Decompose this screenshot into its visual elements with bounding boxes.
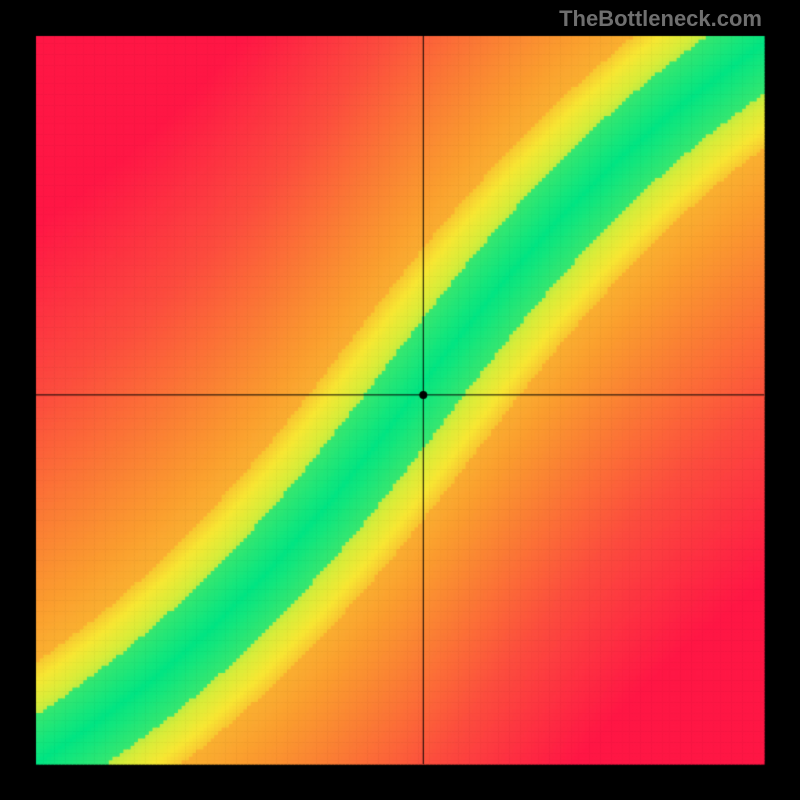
chart-container: TheBottleneck.com — [0, 0, 800, 800]
bottleneck-heatmap-canvas — [0, 0, 800, 800]
watermark-text: TheBottleneck.com — [559, 6, 762, 32]
